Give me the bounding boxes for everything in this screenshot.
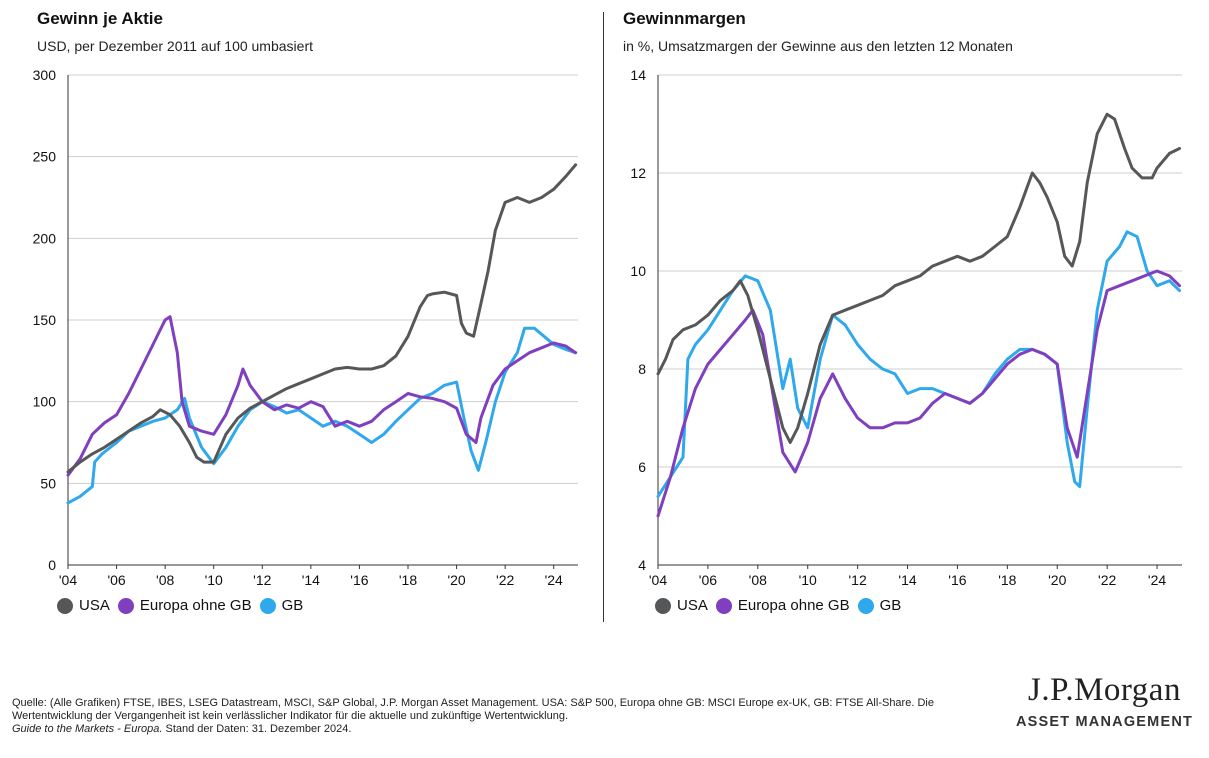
x-tick-label: '14 [898, 572, 916, 588]
x-tick-label: '04 [649, 572, 667, 588]
x-tick-label: '08 [156, 572, 174, 588]
x-tick-label: '24 [1148, 572, 1166, 588]
x-tick-label: '18 [998, 572, 1016, 588]
x-tick-label: '20 [1048, 572, 1066, 588]
source-footnote: Quelle: (Alle Grafiken) FTSE, IBES, LSEG… [12, 697, 992, 736]
legend-entry-europe: Europa ohne GB [715, 597, 850, 614]
x-tick-label: '04 [59, 572, 77, 588]
series-line-gb [656, 230, 1181, 498]
y-tick-label: 12 [630, 165, 646, 181]
x-tick-label: '12 [253, 572, 271, 588]
panel-divider [603, 12, 604, 622]
footnote-source: Quelle: (Alle Grafiken) FTSE, IBES, LSEG… [12, 697, 934, 722]
series-line-usa [66, 163, 578, 474]
x-tick-label: '22 [496, 572, 514, 588]
y-tick-label: 10 [630, 263, 646, 279]
y-tick-label: 100 [33, 394, 57, 410]
legend-label: Europa ohne GB [737, 597, 850, 614]
legend-label: GB [281, 597, 304, 614]
x-tick-label: '20 [447, 572, 465, 588]
series-line-europa-ohne-gb [656, 269, 1181, 518]
legend-swatch [259, 597, 276, 614]
y-tick-label: 6 [638, 459, 646, 475]
x-tick-label: '06 [699, 572, 717, 588]
chart-legend: USA Europa ohne GB GB [57, 597, 311, 614]
legend-swatch [655, 597, 671, 614]
legend-label: USA [677, 597, 708, 614]
legend-entry-usa: USA [57, 597, 110, 614]
legend-swatch [117, 597, 134, 614]
x-tick-label: '16 [948, 572, 966, 588]
y-tick-label: 50 [40, 475, 56, 491]
legend-label: USA [79, 597, 110, 614]
legend-entry-usa: USA [655, 597, 708, 614]
eps-line-chart: 0 50 100 150 200 250 300 '04 '06 '08 '10 '12 '14 '16 '… [33, 67, 578, 588]
legend-swatch [857, 597, 874, 614]
y-tick-label: 250 [33, 149, 57, 165]
chart-subtitle: in %, Umsatzmargen der Gewinne aus den l… [623, 38, 1013, 54]
eps-chart-panel: Gewinn je Aktie USD, per Dezember 2011 a… [0, 0, 600, 640]
x-tick-label: '10 [205, 572, 223, 588]
chart-title: Gewinn je Aktie [37, 9, 163, 28]
legend-entry-gb: GB [259, 597, 304, 614]
logo-wordmark: J.P.Morgan [1028, 672, 1181, 708]
x-tick-label: '24 [545, 572, 563, 588]
margins-chart-panel: Gewinnmargen in %, Umsatzmargen der Gewi… [606, 0, 1209, 640]
legend-entry-gb: GB [857, 597, 902, 614]
y-tick-label: 4 [638, 557, 646, 573]
x-tick-label: '14 [302, 572, 320, 588]
x-tick-label: '18 [399, 572, 417, 588]
footnote-guide-title: Guide to the Markets - Europa. [12, 723, 163, 735]
x-tick-label: '06 [107, 572, 125, 588]
x-tick-label: '22 [1098, 572, 1116, 588]
legend-swatch [715, 597, 732, 614]
y-tick-label: 200 [33, 230, 57, 246]
legend-label: Europa ohne GB [139, 597, 252, 614]
logo-subline: ASSET MANAGEMENT [1015, 714, 1194, 730]
footnote-date: Stand der Daten: 31. Dezember 2024. [162, 723, 352, 735]
x-tick-label: '08 [749, 572, 767, 588]
legend-label: GB [879, 597, 902, 614]
chart-legend: USA Europa ohne GB GB [655, 597, 909, 614]
chart-title: Gewinnmargen [623, 9, 746, 28]
y-tick-label: 300 [33, 67, 57, 83]
y-tick-label: 14 [630, 67, 646, 83]
y-tick-label: 8 [638, 361, 646, 377]
series-line-gb [66, 326, 578, 505]
chart-subtitle: USD, per Dezember 2011 auf 100 umbasiert [37, 38, 313, 54]
x-tick-label: '12 [848, 572, 866, 588]
x-tick-label: '16 [350, 572, 368, 588]
margins-line-chart: 4 6 8 10 12 14 '04 '06 '08 '10 '12 '14 '16 '18 '20 '22 '… [630, 67, 1182, 588]
series-line-usa [656, 112, 1181, 444]
y-tick-label: 150 [33, 312, 57, 328]
legend-swatch [57, 597, 73, 614]
y-tick-label: 0 [48, 557, 56, 573]
x-tick-label: '10 [799, 572, 817, 588]
legend-entry-europe: Europa ohne GB [117, 597, 252, 614]
jpmorgan-logo: J.P.Morgan ASSET MANAGEMENT [1012, 672, 1197, 730]
series-line-europa-ohne-gb [66, 315, 578, 477]
